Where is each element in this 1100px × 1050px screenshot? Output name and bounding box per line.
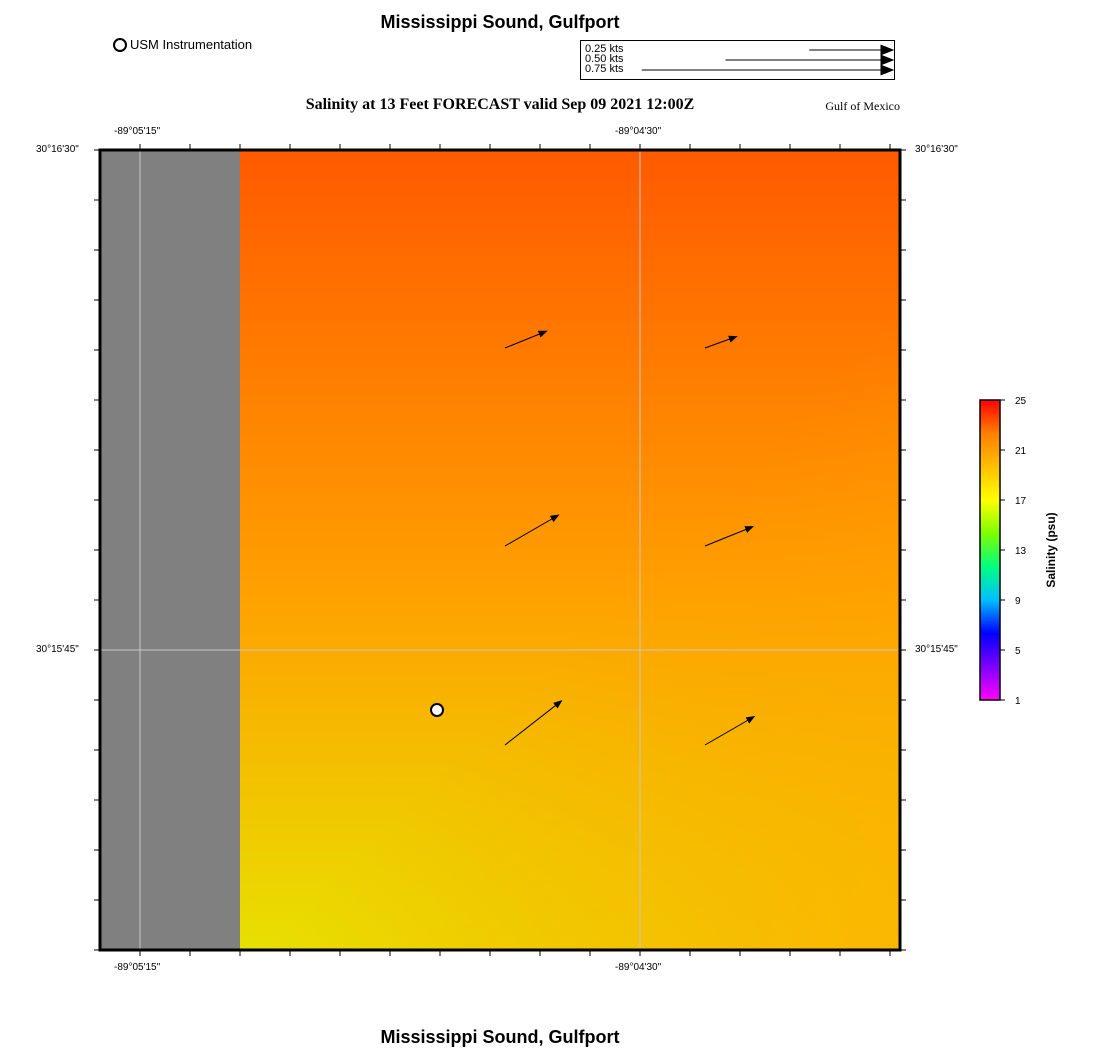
map-title: Mississippi Sound, Gulfport xyxy=(380,12,620,32)
top-lon-tick: -89°04'30" xyxy=(615,126,662,137)
station-marker-icon xyxy=(113,37,127,52)
bottom-lon-tick: -89°05'15" xyxy=(114,962,161,973)
usm-station-marker[interactable] xyxy=(430,703,444,717)
colorbar-tick-label: 9 xyxy=(1015,596,1021,607)
top-lon-tick: -89°05'15" xyxy=(114,126,161,137)
current-vector-arrow xyxy=(704,526,755,547)
left-lat-tick: 30°15'45" xyxy=(36,644,79,655)
station-legend: USM Instrumentation xyxy=(113,37,252,52)
vector-scale-label: 0.75 kts xyxy=(585,63,624,75)
map-subtitle: Salinity at 13 Feet FORECAST valid Sep 0… xyxy=(305,96,695,113)
current-vector-arrow xyxy=(704,716,756,746)
bottom-lon-tick: -89°04'30" xyxy=(615,962,662,973)
right-lat-tick: 30°16'30" xyxy=(915,144,958,155)
current-vector-arrow xyxy=(504,514,560,547)
frame-ticks xyxy=(94,144,906,956)
colorbar-tick-label: 13 xyxy=(1015,546,1027,557)
graticule xyxy=(100,150,900,950)
colorbar-tick-label: 21 xyxy=(1015,446,1027,457)
colorbar-tick-label: 17 xyxy=(1015,496,1027,507)
colorbar-tick-label: 1 xyxy=(1015,696,1021,707)
current-vector-arrow xyxy=(504,700,563,746)
current-vectors xyxy=(504,330,756,746)
colorbar-tick-label: 25 xyxy=(1015,396,1027,407)
region-label: Gulf of Mexico xyxy=(825,99,900,113)
colorbar-label: Salinity (psu) xyxy=(1044,512,1058,587)
left-lat-tick: 30°16'30" xyxy=(36,144,79,155)
station-legend-label: USM Instrumentation xyxy=(130,37,253,52)
footer-title: Mississippi Sound, Gulfport xyxy=(380,1027,620,1047)
vector-scale-label: 0.25 kts xyxy=(585,43,624,55)
vector-scale-label: 0.50 kts xyxy=(585,53,624,65)
vector-scale-legend: 0.25 kts 0.50 kts 0.75 kts xyxy=(580,40,895,80)
current-vector-arrow xyxy=(704,335,738,349)
current-vector-arrow xyxy=(504,330,548,349)
colorbar xyxy=(979,399,1001,701)
colorbar-tick-label: 5 xyxy=(1015,646,1021,657)
right-lat-tick: 30°15'45" xyxy=(915,644,958,655)
land-area xyxy=(100,150,240,950)
vector-scale-arrows xyxy=(641,44,894,76)
colorbar-ticks: 25 21 17 13 9 5 1 xyxy=(1000,396,1027,707)
